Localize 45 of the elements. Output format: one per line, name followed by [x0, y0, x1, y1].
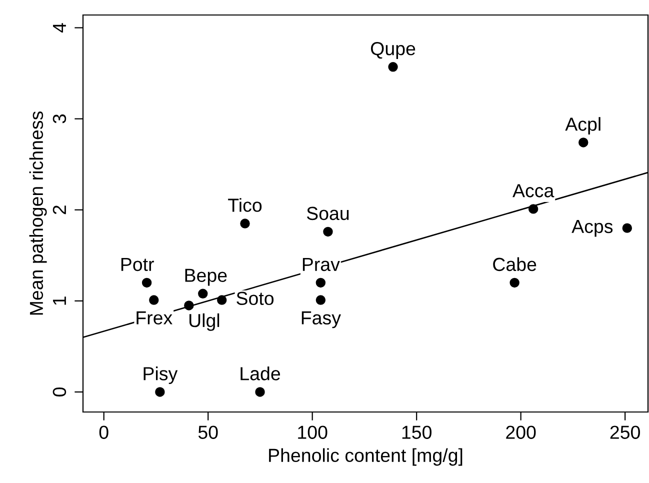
- annotation: Bepe: [185, 268, 227, 286]
- annotation: Potr: [121, 258, 154, 272]
- x-tick-label: 250: [610, 426, 640, 439]
- point: [528, 204, 538, 214]
- x-tick-label: 100: [298, 426, 328, 439]
- annotation: Prav: [302, 258, 340, 272]
- point: [155, 387, 165, 397]
- annotation: Qupe: [370, 42, 416, 59]
- point: [255, 387, 265, 397]
- point: [216, 295, 227, 305]
- annotation: Ulgl: [189, 313, 220, 331]
- y-tick-label: 2: [52, 206, 66, 214]
- point: [388, 62, 398, 72]
- annotation: Pisy: [144, 366, 178, 384]
- point: [184, 300, 194, 310]
- annotation: Soau: [306, 206, 349, 220]
- point: [510, 278, 520, 288]
- annotation: Frex: [136, 311, 172, 324]
- y-tick-label: 0: [52, 387, 66, 396]
- point: [149, 295, 159, 305]
- x-axis-title: Phenolic content [mg/g]: [269, 448, 462, 466]
- annotation: Lade: [240, 366, 280, 380]
- annotation: Tico: [228, 198, 262, 212]
- annotation: Fasy: [302, 311, 341, 328]
- annotation: Soto: [236, 292, 274, 306]
- point: [316, 295, 326, 305]
- y-tick-label: 1: [53, 296, 66, 305]
- x-tick-label: 50: [198, 426, 218, 439]
- annotation: Cabe: [493, 257, 536, 272]
- annotation: Acpl: [565, 117, 600, 135]
- point: [622, 223, 632, 233]
- annotation: Acps: [572, 220, 613, 237]
- point: [142, 278, 152, 288]
- point: [240, 218, 250, 228]
- y-tick-label: 4: [53, 23, 66, 33]
- point: [198, 288, 208, 298]
- x-tick-label: 0: [99, 426, 108, 439]
- x-tick-label: 150: [402, 426, 432, 439]
- point: [316, 278, 326, 288]
- annotation: Acca: [512, 184, 554, 198]
- y-tick-label: 3: [52, 114, 66, 124]
- point: [323, 226, 333, 237]
- y-axis-title: Mean pathogen richness: [29, 111, 47, 315]
- x-tick-label: 200: [506, 426, 536, 439]
- point: [578, 138, 588, 148]
